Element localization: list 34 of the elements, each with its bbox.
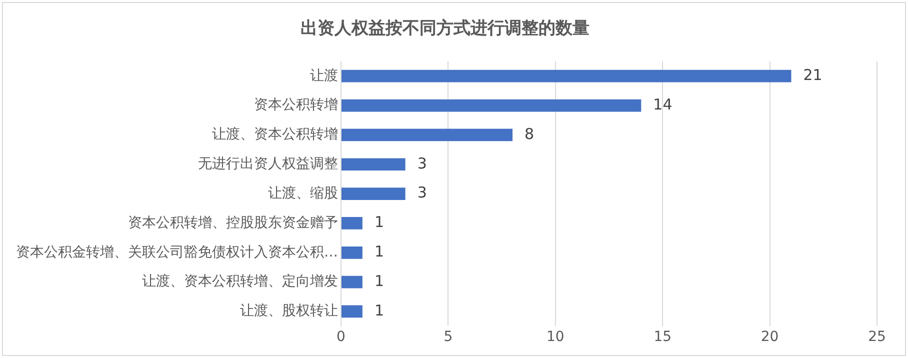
bar <box>342 217 362 230</box>
data-label: 3 <box>417 184 427 202</box>
x-tick-label: 25 <box>868 329 886 346</box>
data-label: 8 <box>524 124 534 143</box>
bar <box>342 128 513 142</box>
chart-title: 出资人权益按不同方式进行调整的数量 <box>300 18 590 39</box>
data-label: 21 <box>803 66 822 84</box>
y-tick-label: 无进行出资人权益调整 <box>198 156 338 172</box>
y-tick-label: 让渡、资本公积转增 <box>212 126 338 143</box>
y-tick-label: 让渡、股权转让 <box>240 303 338 320</box>
x-tick-label: 15 <box>654 329 672 346</box>
x-tick-label: 0 <box>336 329 346 346</box>
data-label: 1 <box>374 213 384 232</box>
y-tick-label: 让渡、缩股 <box>268 185 338 202</box>
bar <box>342 305 362 318</box>
x-tick-label: 10 <box>546 329 564 346</box>
bar <box>342 99 642 112</box>
y-tick-label: 资本公积转增、控股股东资金赠予 <box>128 214 338 231</box>
data-label: 1 <box>374 301 384 320</box>
data-label: 14 <box>653 95 672 114</box>
data-label: 1 <box>374 242 384 261</box>
bar <box>342 70 792 82</box>
data-label: 3 <box>417 154 427 172</box>
data-label: 1 <box>374 272 384 290</box>
y-tick-label: 让渡 <box>310 68 338 84</box>
bar <box>342 188 406 200</box>
x-tick-label: 5 <box>444 329 453 346</box>
bar <box>342 246 362 259</box>
y-tick-label: 让渡、资本公积转增、定向增发 <box>142 274 338 290</box>
bar <box>342 158 406 171</box>
y-tick-label: 资本公积转增 <box>254 97 338 114</box>
bar <box>342 276 362 288</box>
y-tick-label: 资本公积金转增、关联公司豁免债权计入资本公积… <box>16 244 338 260</box>
x-tick-label: 20 <box>760 329 779 346</box>
